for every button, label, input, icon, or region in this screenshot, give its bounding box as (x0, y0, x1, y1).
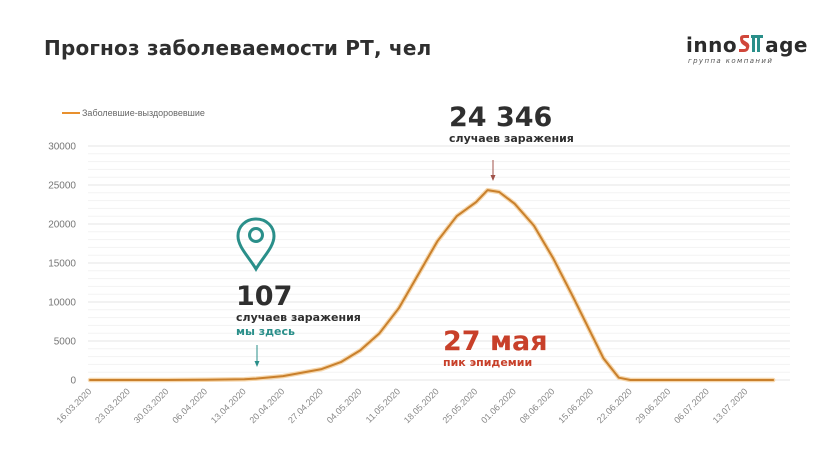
current-annotation: 107 случаев заражения мы здесь (236, 283, 361, 339)
x-tick-label: 20.04.2020 (247, 386, 286, 425)
current-arrow-icon (254, 345, 260, 367)
peak-date-label: пик эпидемии (443, 356, 533, 369)
x-tick-label: 01.06.2020 (479, 386, 518, 425)
y-tick-label: 25000 (48, 181, 76, 192)
peak-arrow-icon (490, 160, 496, 181)
legend-swatch (62, 112, 80, 114)
y-tick-label: 15000 (48, 259, 76, 270)
x-tick-label: 18.05.2020 (402, 386, 441, 425)
page-title: Прогноз заболеваемости РТ, чел (44, 36, 432, 60)
legend-label: Заболевшие-выздоровевшие (82, 108, 205, 118)
peak-annotation: 24 346 случаев заражения (449, 104, 574, 146)
y-axis-labels: 0 5000 10000 15000 20000 25000 30000 (48, 142, 76, 387)
x-tick-label: 13.07.2020 (711, 386, 750, 425)
x-tick-label: 08.06.2020 (518, 386, 557, 425)
series-line (89, 189, 775, 381)
chart-gridlines (88, 145, 790, 381)
x-tick-label: 06.07.2020 (672, 386, 711, 425)
chart-legend: Заболевшие-выздоровевшие (62, 108, 205, 118)
location-pin-icon (236, 217, 276, 272)
y-tick-label: 10000 (48, 298, 76, 309)
x-axis-labels: 16.03.2020 23.03.2020 30.03.2020 06.04.2020… (54, 386, 749, 425)
company-logo: inno age группа компаний (686, 34, 808, 65)
peak-date-value: 27 мая (443, 326, 548, 357)
x-tick-label: 15.06.2020 (556, 386, 595, 425)
x-tick-label: 06.04.2020 (170, 386, 209, 425)
current-label: случаев заражения (236, 311, 361, 324)
x-tick-label: 30.03.2020 (132, 386, 171, 425)
x-tick-label: 13.04.2020 (209, 386, 248, 425)
logo-wordmark: inno age (686, 34, 808, 56)
y-tick-label: 30000 (48, 142, 76, 153)
logo-text-part1: inno (686, 33, 738, 57)
logo-subtitle: группа компаний (688, 57, 774, 65)
peak-date-annotation: 27 мая пик эпидемии (443, 328, 548, 370)
x-tick-label: 04.05.2020 (325, 386, 364, 425)
current-note: мы здесь (236, 325, 295, 338)
current-value: 107 (236, 281, 293, 312)
series-line-glow (87, 187, 776, 383)
peak-value: 24 346 (449, 102, 553, 133)
x-tick-label: 29.06.2020 (633, 386, 672, 425)
x-tick-label: 16.03.2020 (54, 386, 93, 425)
x-tick-label: 22.06.2020 (595, 386, 634, 425)
peak-label: случаев заражения (449, 132, 574, 145)
y-tick-label: 0 (70, 376, 76, 387)
logo-text-part2: age (765, 33, 808, 57)
x-tick-label: 27.04.2020 (286, 386, 325, 425)
logo-st-glyph-icon (739, 35, 764, 52)
x-tick-label: 25.05.2020 (440, 386, 479, 425)
y-tick-label: 20000 (48, 220, 76, 231)
y-tick-label: 5000 (54, 337, 77, 348)
x-tick-label: 23.03.2020 (93, 386, 132, 425)
x-tick-label: 11.05.2020 (364, 386, 402, 424)
